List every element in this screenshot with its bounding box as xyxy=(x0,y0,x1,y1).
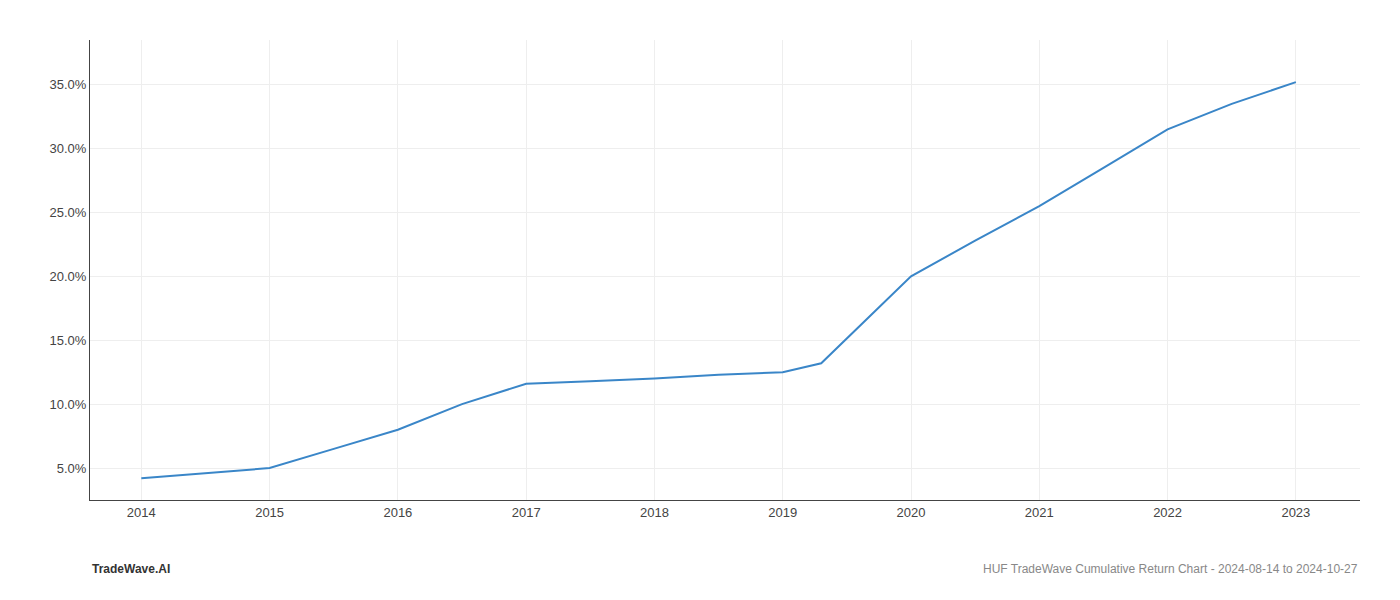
svg-text:TradeWave.AI: TradeWave.AI xyxy=(92,562,170,576)
svg-text:5.0%: 5.0% xyxy=(57,461,87,476)
svg-text:2020: 2020 xyxy=(897,505,926,520)
svg-text:2022: 2022 xyxy=(1153,505,1182,520)
svg-text:2018: 2018 xyxy=(640,505,669,520)
svg-text:30.0%: 30.0% xyxy=(50,141,87,156)
svg-text:HUF TradeWave Cumulative Retur: HUF TradeWave Cumulative Return Chart - … xyxy=(983,562,1358,576)
svg-text:2015: 2015 xyxy=(255,505,284,520)
svg-text:15.0%: 15.0% xyxy=(50,333,87,348)
svg-text:25.0%: 25.0% xyxy=(50,205,87,220)
svg-text:2021: 2021 xyxy=(1025,505,1054,520)
svg-text:10.0%: 10.0% xyxy=(50,397,87,412)
svg-text:2019: 2019 xyxy=(768,505,797,520)
svg-text:35.0%: 35.0% xyxy=(50,77,87,92)
svg-text:20.0%: 20.0% xyxy=(50,269,87,284)
svg-text:2023: 2023 xyxy=(1281,505,1310,520)
svg-text:2014: 2014 xyxy=(127,505,156,520)
svg-text:2016: 2016 xyxy=(383,505,412,520)
svg-text:2017: 2017 xyxy=(512,505,541,520)
